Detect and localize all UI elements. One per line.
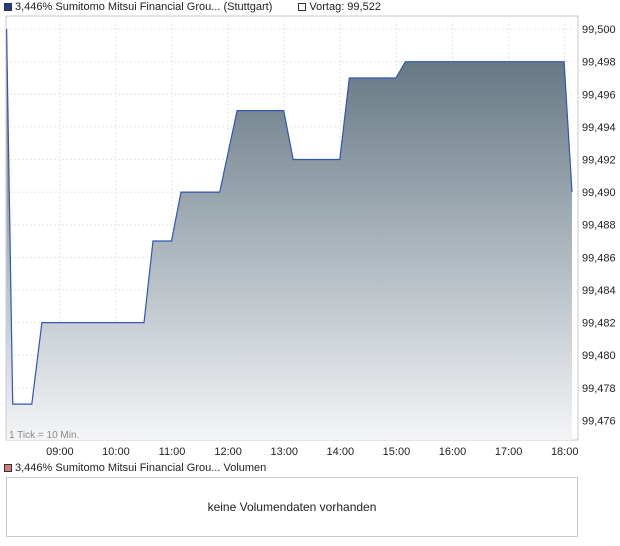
x-tick-label: 11:00: [159, 446, 186, 458]
x-tick-label: 15:00: [383, 446, 411, 458]
volume-panel: keine Volumendaten vorhanden: [6, 477, 578, 537]
y-tick-label: 99,482: [582, 318, 616, 330]
y-tick-label: 99,492: [582, 155, 616, 167]
y-tick-label: 99,478: [582, 383, 616, 395]
volume-swatch: [4, 464, 12, 472]
previous-day-label: Vortag: 99,522: [309, 1, 381, 13]
x-axis-ticks: 09:00 10:00 11:00 12:00 13:00 14:00 15:00 16:00…: [46, 446, 578, 458]
series-label: 3,446% Sumitomo Mitsui Financial Grou...…: [15, 1, 273, 13]
previous-day-swatch: [298, 3, 307, 11]
y-tick-label: 99,480: [582, 350, 616, 362]
y-tick-label: 99,490: [582, 187, 616, 199]
x-tick-label: 18:00: [551, 446, 579, 458]
y-axis-ticks: 99,476 99,478 99,480 99,482 99,484 99,486 99,4…: [582, 24, 616, 427]
x-tick-label: 12:00: [214, 446, 242, 458]
volume-label: 3,446% Sumitomo Mitsui Financial Grou...…: [15, 462, 267, 474]
y-tick-label: 99,496: [582, 89, 616, 101]
y-tick-label: 99,488: [582, 220, 616, 232]
y-tick-label: 99,484: [582, 285, 616, 297]
series-swatch: [4, 3, 12, 11]
tick-note: 1 Tick = 10 Min.: [9, 430, 79, 441]
legend-volume: 3,446% Sumitomo Mitsui Financial Grou...…: [4, 462, 266, 474]
x-tick-label: 16:00: [439, 446, 467, 458]
y-tick-label: 99,498: [582, 57, 616, 69]
x-tick-label: 09:00: [46, 446, 74, 458]
price-chart: 99,476 99,478 99,480 99,482 99,484 99,486 99,4…: [5, 15, 616, 458]
x-tick-label: 17:00: [495, 446, 523, 458]
x-tick-label: 13:00: [270, 446, 298, 458]
x-tick-label: 14:00: [327, 446, 355, 458]
price-line: [6, 28, 573, 405]
volume-message: keine Volumendaten vorhanden: [207, 500, 377, 514]
y-tick-label: 99,494: [582, 122, 616, 134]
price-area: [6, 29, 573, 440]
x-tick-label: 10:00: [102, 446, 130, 458]
y-tick-label: 99,486: [582, 252, 616, 264]
y-tick-label: 99,500: [582, 24, 616, 36]
y-tick-label: 99,476: [582, 415, 616, 427]
legend-top: 3,446% Sumitomo Mitsui Financial Grou...…: [4, 1, 381, 13]
